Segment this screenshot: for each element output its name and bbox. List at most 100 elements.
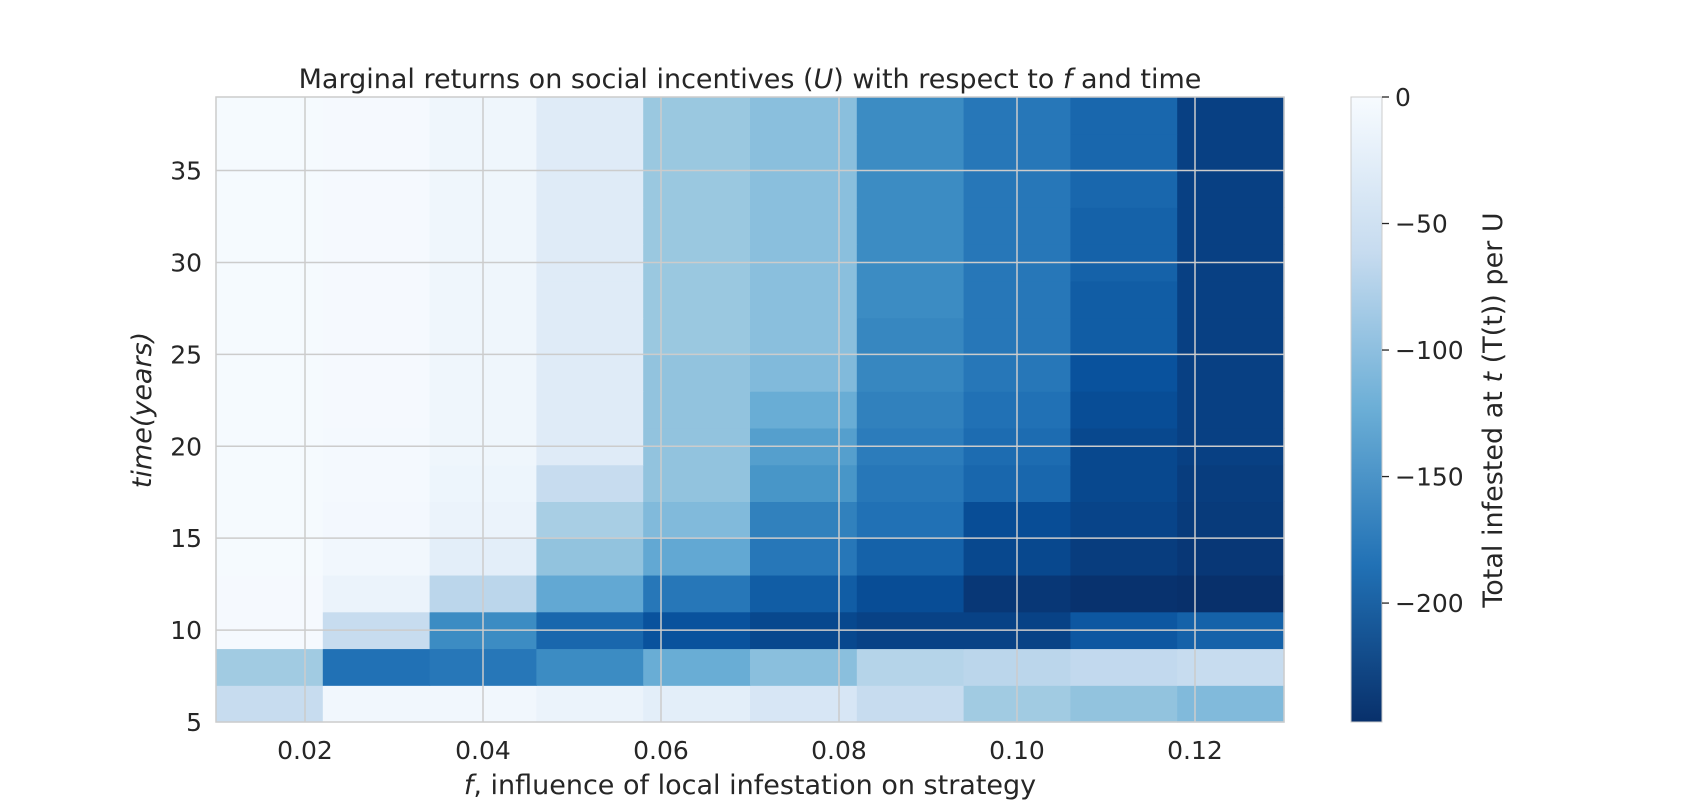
heatmap-cell [1070,648,1178,686]
heatmap-cell [536,97,644,135]
heatmap-cell [750,391,858,429]
heatmap-cells [216,97,1285,723]
heatmap-cell [1177,354,1285,392]
heatmap-cell [750,317,858,355]
heatmap-cell [216,207,324,245]
heatmap-cell [750,648,858,686]
heatmap-cell [536,538,644,576]
colorbar-tick-label: −150 [1395,463,1464,492]
heatmap-cell [536,354,644,392]
heatmap-cell [536,464,644,503]
heatmap-cell [750,354,858,392]
y-tick-label: 30 [170,248,202,277]
heatmap-cell [536,501,644,539]
heatmap-cell [643,391,751,429]
heatmap-cell [322,538,431,576]
heatmap-cell [1070,170,1178,208]
heatmap-cell [322,170,431,208]
heatmap-cell [856,391,965,429]
heatmap-cell [322,685,431,723]
x-tick-label: 0.04 [455,736,511,765]
heatmap-cell [1070,207,1178,245]
heatmap-cell [1070,317,1178,355]
heatmap-cell [856,648,965,686]
heatmap-cell [643,464,751,503]
heatmap-cell [856,133,965,172]
heatmap-cell [322,280,431,319]
y-tick-label: 25 [170,340,202,369]
colorbar-tick-label: 0 [1395,83,1411,112]
y-tick-label: 20 [170,432,202,461]
heatmap-cell [536,317,644,355]
heatmap-cell [750,464,858,503]
heatmap-cell [216,97,324,135]
heatmap-cell [216,464,324,503]
heatmap-cell [322,391,431,429]
heatmap-cell [750,501,858,539]
heatmap-cell [1070,574,1178,613]
heatmap-cell [1177,538,1285,576]
heatmap-cell [322,207,431,245]
heatmap-cell [643,538,751,576]
plot-frame [215,96,1285,723]
heatmap-cell [856,354,965,392]
heatmap-cell [322,501,431,539]
heatmap-cell [856,538,965,576]
heatmap-cell [1177,464,1285,503]
x-axis-label: f, influence of local infestation on str… [464,770,1036,800]
heatmap-cell [1177,133,1285,172]
heatmap-cell [1177,574,1285,613]
heatmap-cell [750,574,858,613]
heatmap-cell [216,574,324,613]
y-tick-label: 35 [170,157,202,186]
heatmap-cell [536,170,644,208]
heatmap-cell [322,354,431,392]
heatmap-cell [643,354,751,392]
heatmap-cell [216,354,324,392]
heatmap-cell [322,97,431,135]
y-axis-label: time(years) [127,332,158,488]
heatmap-cell [750,538,858,576]
heatmap-cell [643,97,751,135]
colorbar [1350,96,1383,723]
heatmap-cell [216,501,324,539]
heatmap-cell [1177,280,1285,319]
heatmap-cell [216,170,324,208]
colorbar-tick-label: −50 [1395,210,1448,239]
heatmap-cell [536,207,644,245]
heatmap-cell [1070,280,1178,319]
heatmap-cell [1177,648,1285,686]
heatmap-cell [1070,133,1178,172]
heatmap-cell [856,97,965,135]
colorbar-label: Total infested at t (T(t)) per U [1478,212,1509,608]
x-tick-label: 0.08 [811,736,867,765]
heatmap-cell [856,501,965,539]
heatmap-cell [216,648,324,686]
x-axis-ticks: 0.02 0.04 0.06 0.08 0.10 0.12 [277,736,1223,765]
heatmap-cell [750,207,858,245]
heatmap-cell [643,133,751,172]
heatmap-cell [1177,170,1285,208]
heatmap-cell [1070,354,1178,392]
y-tick-label: 5 [186,708,202,737]
heatmap-cell [856,317,965,355]
x-tick-label: 0.06 [633,736,689,765]
heatmap-cell [322,317,431,355]
heatmap-cell [643,574,751,613]
heatmap-cell [536,280,644,319]
heatmap-cell [1177,501,1285,539]
heatmap-cell [856,574,965,613]
x-tick-label: 0.12 [1167,736,1223,765]
heatmap-cell [1070,685,1178,723]
heatmap-cell [750,97,858,135]
heatmap-cell [322,133,431,172]
x-tick-label: 0.10 [989,736,1045,765]
heatmap-cell [643,207,751,245]
heatmap-cell [1070,464,1178,503]
heatmap-cell [643,280,751,319]
heatmap-cell [1070,97,1178,135]
heatmap-cell [322,574,431,613]
heatmap-cell [750,280,858,319]
heatmap-cell [643,317,751,355]
